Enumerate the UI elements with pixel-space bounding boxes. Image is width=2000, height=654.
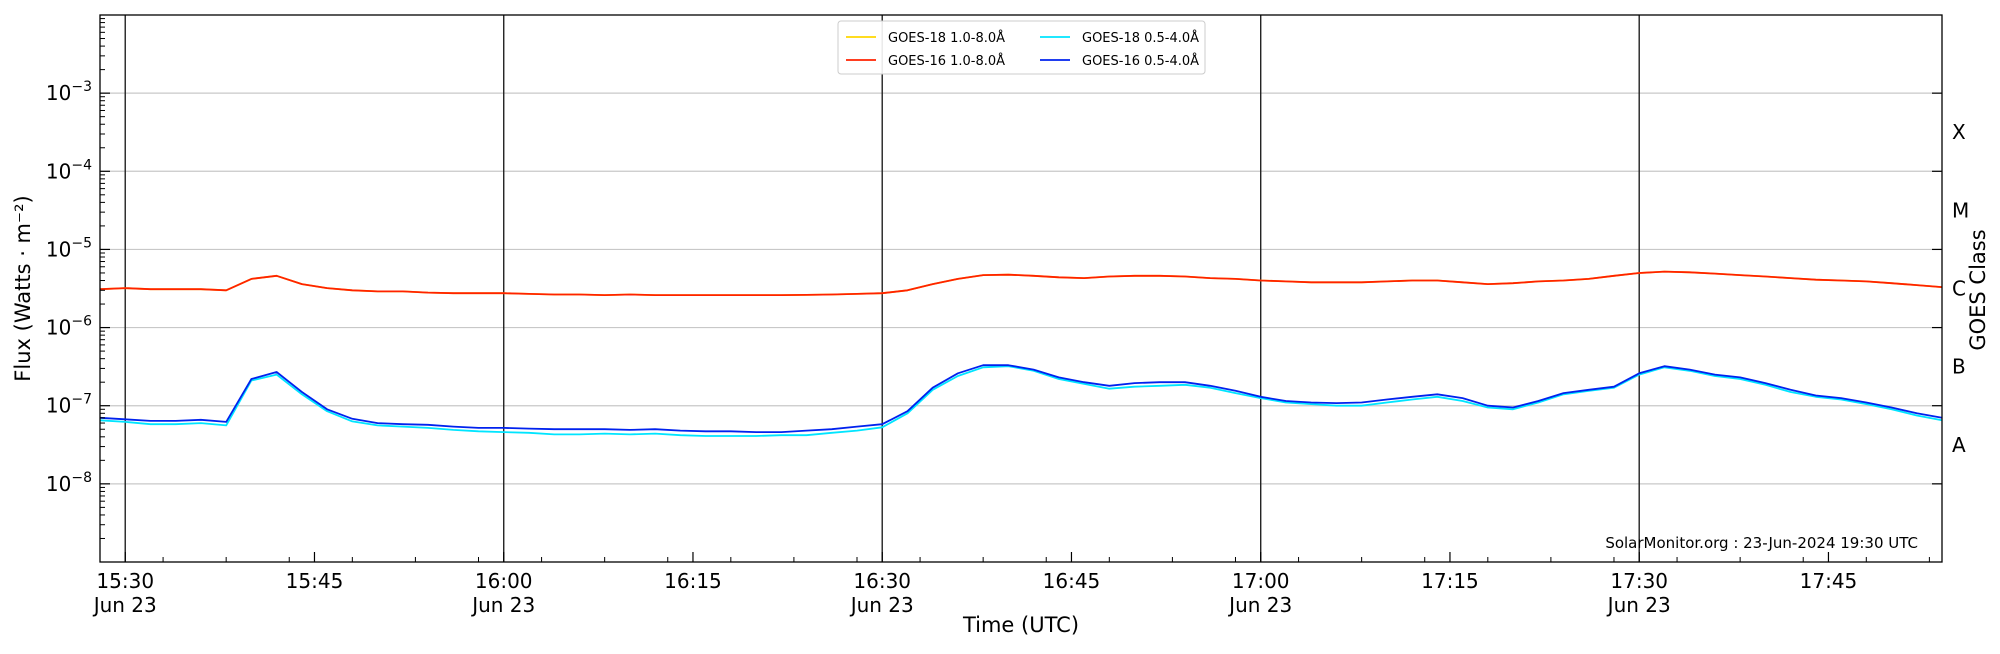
- x-tick-date-label: Jun 23: [1606, 593, 1671, 617]
- y-tick-label: 10−5: [46, 235, 92, 261]
- x-tick-label: 16:45: [1043, 569, 1101, 593]
- goes-class-label: C: [1952, 277, 1966, 301]
- legend-label: GOES-16 1.0-8.0Å: [888, 53, 1005, 69]
- goes-class-label: A: [1952, 433, 1966, 457]
- goes-class-label: B: [1952, 355, 1966, 379]
- y-tick-label: 10−8: [46, 470, 92, 496]
- x-axis-title: Time (UTC): [962, 613, 1079, 637]
- x-tick-label: 17:30: [1610, 569, 1668, 593]
- legend-label: GOES-18 0.5-4.0Å: [1082, 30, 1199, 46]
- x-tick-date-label: Jun 23: [92, 593, 157, 617]
- source-annotation: SolarMonitor.org : 23-Jun-2024 19:30 UTC: [1605, 534, 1918, 552]
- y-tick-label: 10−4: [46, 157, 92, 183]
- grid-layer: [100, 92, 1942, 485]
- goes-class-axis-title: GOES Class: [1966, 229, 1990, 350]
- plot-frame: [99, 14, 1943, 563]
- x-tick-label: 15:45: [286, 569, 344, 593]
- y-tick-labels: 10−8 10−7 10−6 10−5 10−4 10−3: [46, 79, 92, 496]
- legend: GOES-18 1.0-8.0Å GOES-16 1.0-8.0Å GOES-18 …: [837, 20, 1206, 75]
- x-tick-date-label: Jun 23: [849, 593, 914, 617]
- x-tick-label: 17:45: [1800, 569, 1858, 593]
- legend-label: GOES-16 0.5-4.0Å: [1082, 53, 1199, 69]
- x-tick-label: 16:30: [853, 569, 911, 593]
- legend-box: [837, 20, 1206, 75]
- x-tick-label: 15:30: [96, 569, 154, 593]
- series-line: [99, 364, 1943, 434]
- y-axis-title: Flux (Watts · m⁻²): [11, 195, 35, 381]
- legend-label: GOES-18 1.0-8.0Å: [888, 30, 1005, 46]
- legend-items: GOES-18 1.0-8.0Å GOES-16 1.0-8.0Å GOES-18 …: [846, 30, 1199, 69]
- x-tick-label: 16:15: [664, 569, 722, 593]
- x-tick-date-label: Jun 23: [1227, 593, 1292, 617]
- x-tick-label: 17:15: [1421, 569, 1479, 593]
- goes-class-label: M: [1952, 198, 1969, 222]
- goes-class-label: X: [1952, 120, 1966, 144]
- series-line: [99, 365, 1943, 437]
- x-tick-date-label: Jun 23: [470, 593, 535, 617]
- x-tick-label: 16:00: [475, 569, 533, 593]
- tick-layer: [99, 18, 1942, 562]
- goes-class-labels: A B C M X: [1952, 120, 1969, 457]
- series-line: [99, 270, 1943, 297]
- y-tick-label: 10−3: [46, 79, 92, 105]
- y-tick-label: 10−7: [46, 392, 92, 418]
- y-tick-label: 10−6: [46, 314, 92, 340]
- x-tick-label: 17:00: [1232, 569, 1290, 593]
- series-layer: [99, 270, 1943, 437]
